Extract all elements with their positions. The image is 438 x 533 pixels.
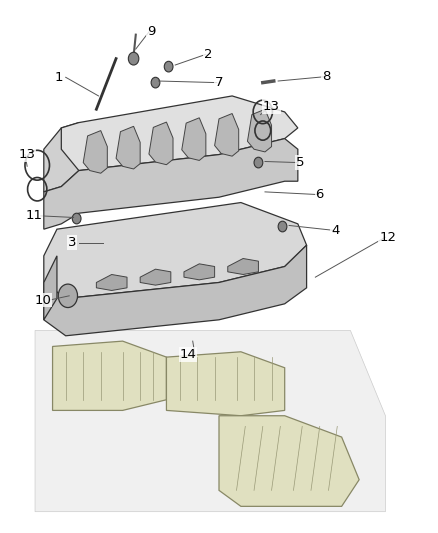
Polygon shape: [182, 118, 206, 160]
Circle shape: [58, 284, 78, 308]
Text: 7: 7: [215, 76, 223, 89]
Circle shape: [254, 157, 263, 168]
Circle shape: [128, 52, 139, 65]
Polygon shape: [228, 259, 258, 274]
Text: 5: 5: [296, 156, 304, 169]
Circle shape: [72, 213, 81, 224]
Circle shape: [151, 77, 160, 88]
Text: 3: 3: [68, 236, 77, 249]
Text: 13: 13: [19, 148, 35, 161]
Polygon shape: [215, 114, 239, 156]
Polygon shape: [44, 139, 298, 229]
Text: 13: 13: [263, 100, 280, 113]
Polygon shape: [44, 245, 307, 336]
Polygon shape: [83, 131, 107, 173]
Polygon shape: [96, 274, 127, 290]
Polygon shape: [184, 264, 215, 280]
Polygon shape: [116, 126, 140, 169]
Polygon shape: [219, 416, 359, 506]
Text: 2: 2: [204, 48, 212, 61]
Text: 10: 10: [35, 294, 51, 306]
Circle shape: [164, 61, 173, 72]
Polygon shape: [44, 256, 57, 320]
Polygon shape: [35, 330, 385, 512]
Polygon shape: [140, 269, 171, 285]
Text: 14: 14: [180, 348, 197, 361]
Polygon shape: [149, 122, 173, 165]
Text: 6: 6: [315, 188, 324, 201]
Text: 11: 11: [26, 209, 42, 222]
Polygon shape: [247, 109, 272, 152]
Polygon shape: [61, 96, 298, 171]
Text: 1: 1: [55, 71, 64, 84]
Text: 12: 12: [379, 231, 396, 244]
Text: 9: 9: [147, 26, 155, 38]
Polygon shape: [53, 341, 166, 410]
Polygon shape: [44, 123, 79, 192]
Text: 8: 8: [322, 70, 331, 83]
Polygon shape: [44, 203, 307, 298]
Text: 4: 4: [331, 224, 339, 237]
Circle shape: [278, 221, 287, 232]
Polygon shape: [166, 352, 285, 416]
